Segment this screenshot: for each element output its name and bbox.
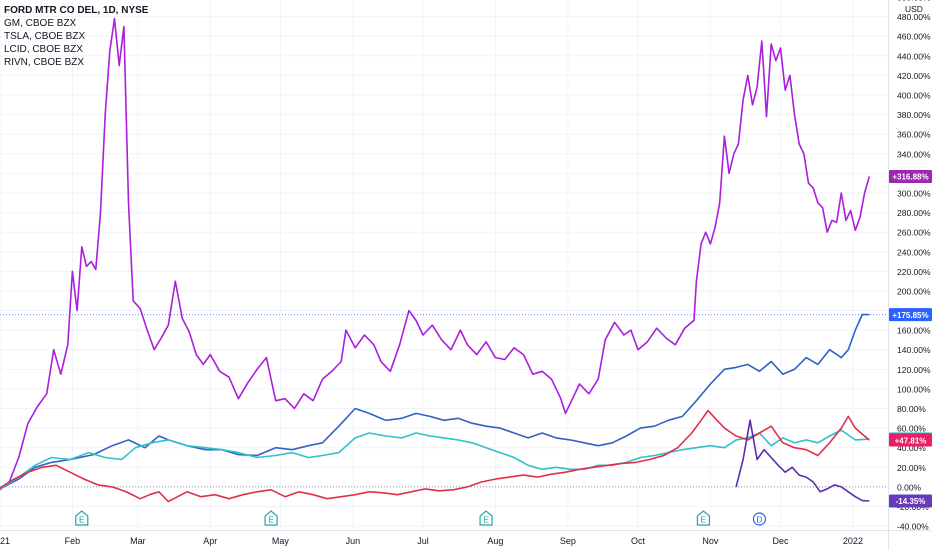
- last-value-label: +316.88%: [889, 169, 932, 183]
- svg-text:+175.85%: +175.85%: [892, 311, 928, 320]
- y-tick-label: 420.00%: [897, 71, 931, 81]
- earnings-marker[interactable]: E: [479, 510, 493, 526]
- y-tick-label: 380.00%: [897, 110, 931, 120]
- x-tick-label: Nov: [702, 536, 719, 546]
- y-tick-label: 480.00%: [897, 12, 931, 22]
- y-tick-label: 280.00%: [897, 208, 931, 218]
- x-tick-label: Feb: [65, 536, 81, 546]
- series-line-3: [0, 409, 870, 503]
- y-tick-label: 100.00%: [897, 384, 931, 394]
- y-tick-label: 200.00%: [897, 286, 931, 296]
- svg-text:E: E: [268, 515, 274, 525]
- x-tick-label: Sep: [560, 536, 576, 546]
- x-tick-label: Mar: [130, 536, 146, 546]
- legend-item[interactable]: TSLA, CBOE BZX: [4, 31, 86, 42]
- y-tick-label: -40.00%: [897, 522, 929, 532]
- x-tick-label: Oct: [631, 536, 646, 546]
- x-tick-label: Aug: [487, 536, 503, 546]
- y-tick-label: 300.00%: [897, 188, 931, 198]
- y-tick-label: 260.00%: [897, 228, 931, 238]
- x-tick-label: Apr: [203, 536, 217, 546]
- svg-text:+316.88%: +316.88%: [892, 173, 928, 182]
- legend-item[interactable]: RIVN, CBOE BZX: [4, 57, 85, 68]
- svg-text:E: E: [79, 515, 85, 525]
- svg-text:E: E: [701, 515, 707, 525]
- y-tick-label: 140.00%: [897, 345, 931, 355]
- series-line-1: [0, 17, 871, 491]
- y-tick-label: 40.00%: [897, 443, 926, 453]
- y-tick-label: 0.00%: [897, 482, 922, 492]
- y-tick-label: 160.00%: [897, 326, 931, 336]
- earnings-marker[interactable]: E: [264, 510, 278, 526]
- y-tick-label: 440.00%: [897, 51, 931, 61]
- last-value-label: -14.35%: [889, 494, 932, 508]
- chart-legend: FORD MTR CO DEL, 1D, NYSE GM, CBOE BZX T…: [4, 4, 148, 69]
- y-tick-label: 340.00%: [897, 149, 931, 159]
- legend-item[interactable]: GM, CBOE BZX: [4, 18, 77, 29]
- y-tick-label: 60.00%: [897, 424, 926, 434]
- x-tick-label: May: [272, 536, 290, 546]
- legend-item[interactable]: LCID, CBOE BZX: [4, 44, 83, 55]
- x-tick-label: Jun: [346, 536, 361, 546]
- y-tick-label: 80.00%: [897, 404, 926, 414]
- last-value-label: +175.85%: [889, 308, 932, 322]
- series-line-2: [0, 429, 870, 490]
- x-tick-label: 2022: [843, 536, 863, 546]
- x-tick-label: 2021: [0, 536, 10, 546]
- y-tick-label: 220.00%: [897, 267, 931, 277]
- y-tick-label: 240.00%: [897, 247, 931, 257]
- y-tick-label: 360.00%: [897, 130, 931, 140]
- series-line-4: [735, 419, 870, 502]
- svg-text:D: D: [756, 515, 762, 525]
- y-tick-label: 120.00%: [897, 365, 931, 375]
- legend-main-symbol[interactable]: FORD MTR CO DEL, 1D, NYSE: [4, 5, 149, 16]
- earnings-marker[interactable]: E: [696, 510, 710, 526]
- y-tick-label: 460.00%: [897, 32, 931, 42]
- y-tick-label: 20.00%: [897, 463, 926, 473]
- last-value-label: +47.81%: [889, 433, 932, 447]
- svg-text:-14.35%: -14.35%: [896, 497, 926, 506]
- dividend-marker[interactable]: D: [752, 512, 767, 526]
- y-tick-label: 400.00%: [897, 91, 931, 101]
- x-tick-label: Dec: [772, 536, 789, 546]
- y-tick-label: 500.00%: [897, 0, 931, 3]
- price-axis-unit: USD: [905, 4, 923, 14]
- series-line-0: [0, 313, 870, 490]
- x-tick-label: Jul: [417, 536, 429, 546]
- svg-text:E: E: [483, 515, 489, 525]
- svg-text:+47.81%: +47.81%: [895, 436, 927, 445]
- earnings-marker[interactable]: E: [75, 510, 89, 526]
